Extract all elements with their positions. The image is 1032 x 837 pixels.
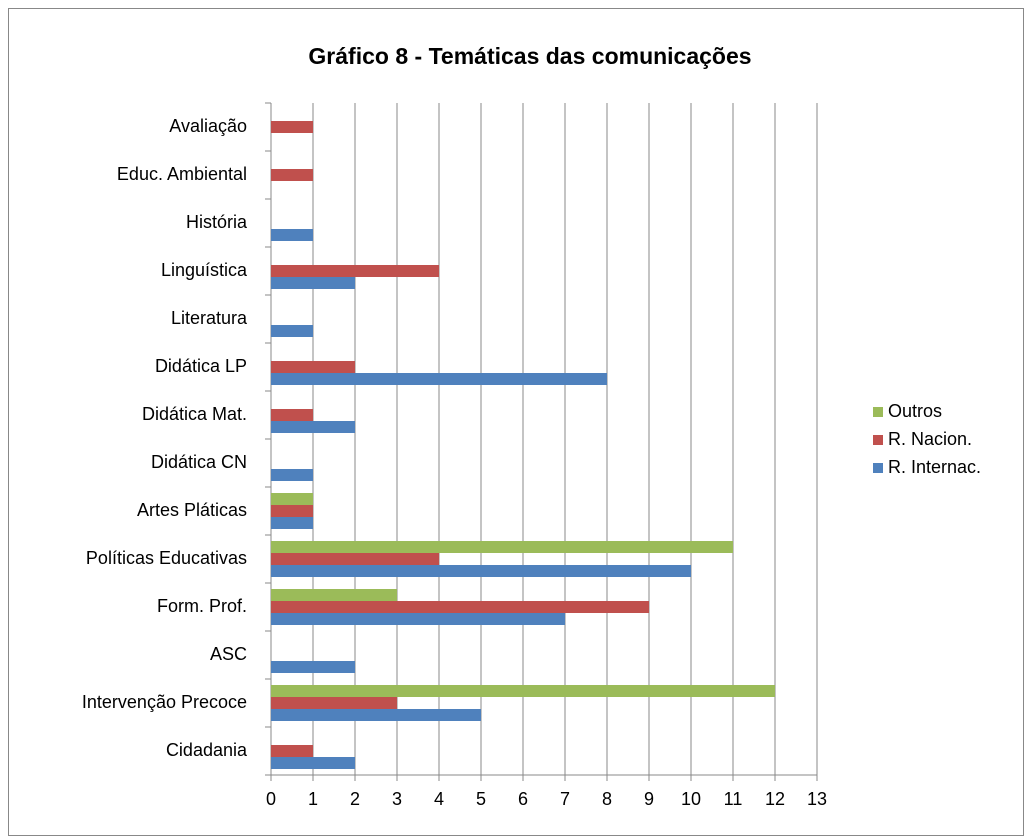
x-tick-label: 12 — [765, 789, 785, 809]
chart-title: Gráfico 8 - Temáticas das comunicações — [308, 43, 751, 69]
x-tick-label: 10 — [681, 789, 701, 809]
x-tick-label: 13 — [807, 789, 827, 809]
bar — [271, 169, 313, 181]
x-tick-label: 1 — [308, 789, 318, 809]
bar — [271, 517, 313, 529]
bar — [271, 361, 355, 373]
x-tick-label: 3 — [392, 789, 402, 809]
legend-label: Outros — [888, 401, 942, 421]
x-tick-label: 6 — [518, 789, 528, 809]
y-tick-label: Políticas Educativas — [86, 548, 247, 568]
bar — [271, 229, 313, 241]
bar — [271, 745, 313, 757]
legend-label: R. Internac. — [888, 457, 981, 477]
bar — [271, 661, 355, 673]
x-tick-label: 0 — [266, 789, 276, 809]
bar — [271, 277, 355, 289]
x-tick-label: 9 — [644, 789, 654, 809]
x-tick-label: 4 — [434, 789, 444, 809]
y-tick-label: Intervenção Precoce — [82, 692, 247, 712]
y-tick-label: Linguística — [161, 260, 248, 280]
legend-swatch — [873, 407, 883, 417]
chart-frame — [8, 8, 1024, 836]
bar — [271, 541, 733, 553]
bar — [271, 685, 775, 697]
bar — [271, 421, 355, 433]
x-tick-label: 2 — [350, 789, 360, 809]
y-tick-label: História — [186, 212, 248, 232]
bar — [271, 325, 313, 337]
bar — [271, 505, 313, 517]
y-tick-label: Didática CN — [151, 452, 247, 472]
bar — [271, 121, 313, 133]
bar — [271, 757, 355, 769]
y-tick-label: Cidadania — [166, 740, 248, 760]
bar — [271, 553, 439, 565]
bar — [271, 469, 313, 481]
legend-label: R. Nacion. — [888, 429, 972, 449]
legend-swatch — [873, 463, 883, 473]
bar — [271, 373, 607, 385]
legend-swatch — [873, 435, 883, 445]
x-tick-label: 8 — [602, 789, 612, 809]
x-tick-label: 7 — [560, 789, 570, 809]
y-tick-label: Didática LP — [155, 356, 247, 376]
bar — [271, 265, 439, 277]
y-tick-label: ASC — [210, 644, 247, 664]
y-tick-label: Avaliação — [169, 116, 247, 136]
bar — [271, 613, 565, 625]
bar — [271, 601, 649, 613]
y-tick-label: Didática Mat. — [142, 404, 247, 424]
bar — [271, 709, 481, 721]
bar — [271, 493, 313, 505]
bar — [271, 565, 691, 577]
x-tick-label: 11 — [724, 789, 743, 809]
y-tick-label: Literatura — [171, 308, 248, 328]
bar — [271, 589, 397, 601]
x-tick-label: 5 — [476, 789, 486, 809]
y-tick-label: Educ. Ambiental — [117, 164, 247, 184]
bar — [271, 409, 313, 421]
y-tick-label: Form. Prof. — [157, 596, 247, 616]
y-tick-label: Artes Pláticas — [137, 500, 247, 520]
bar — [271, 697, 397, 709]
